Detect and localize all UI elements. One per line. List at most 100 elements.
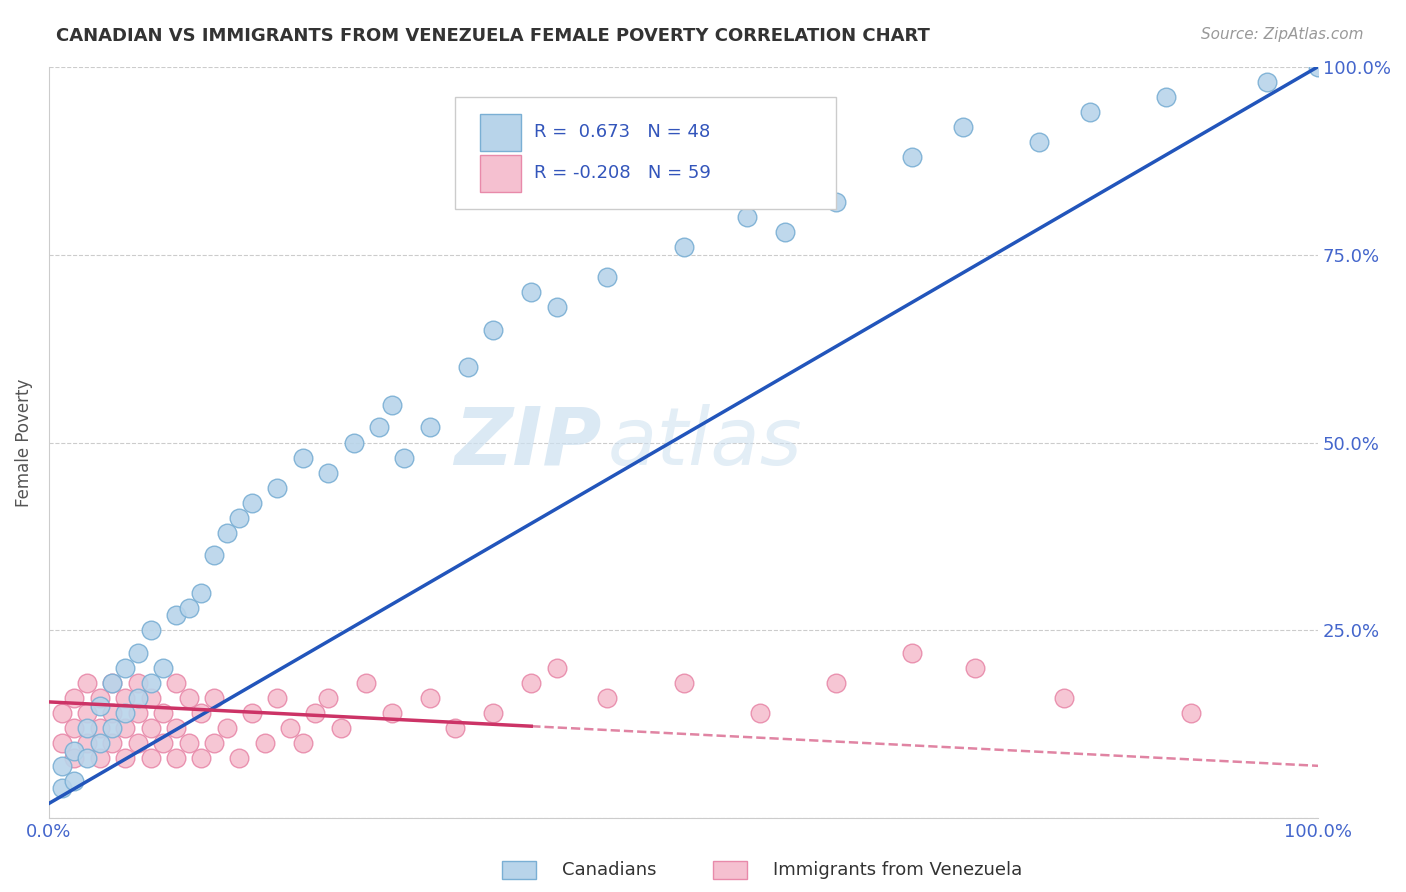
- FancyBboxPatch shape: [481, 114, 522, 151]
- Y-axis label: Female Poverty: Female Poverty: [15, 378, 32, 507]
- Text: CANADIAN VS IMMIGRANTS FROM VENEZUELA FEMALE POVERTY CORRELATION CHART: CANADIAN VS IMMIGRANTS FROM VENEZUELA FE…: [56, 27, 931, 45]
- FancyBboxPatch shape: [502, 861, 536, 879]
- Point: [139, 721, 162, 735]
- Point: [482, 323, 505, 337]
- Point: [1308, 60, 1330, 74]
- Point: [114, 706, 136, 721]
- Point: [202, 691, 225, 706]
- Point: [127, 646, 149, 660]
- Point: [546, 661, 568, 675]
- Point: [127, 691, 149, 706]
- Point: [177, 601, 200, 615]
- Point: [215, 721, 238, 735]
- Point: [381, 398, 404, 412]
- Point: [51, 759, 73, 773]
- Point: [215, 525, 238, 540]
- Point: [419, 691, 441, 706]
- Point: [824, 194, 846, 209]
- Point: [89, 751, 111, 765]
- Point: [596, 691, 619, 706]
- Point: [76, 736, 98, 750]
- Point: [190, 751, 212, 765]
- Point: [139, 691, 162, 706]
- Point: [773, 225, 796, 239]
- Text: Immigrants from Venezuela: Immigrants from Venezuela: [773, 861, 1022, 879]
- Point: [240, 706, 263, 721]
- Point: [114, 721, 136, 735]
- Point: [316, 466, 339, 480]
- Point: [139, 624, 162, 638]
- Point: [342, 435, 364, 450]
- Point: [596, 270, 619, 285]
- Point: [165, 676, 187, 690]
- Text: atlas: atlas: [607, 403, 803, 482]
- Point: [165, 721, 187, 735]
- Point: [152, 736, 174, 750]
- Point: [63, 721, 86, 735]
- Point: [202, 736, 225, 750]
- Point: [101, 736, 124, 750]
- Point: [165, 608, 187, 623]
- Point: [127, 706, 149, 721]
- Point: [152, 661, 174, 675]
- Point: [1053, 691, 1076, 706]
- Point: [101, 721, 124, 735]
- Point: [482, 706, 505, 721]
- Point: [101, 706, 124, 721]
- Point: [1180, 706, 1202, 721]
- Point: [228, 751, 250, 765]
- Point: [901, 646, 924, 660]
- Point: [316, 691, 339, 706]
- Point: [824, 676, 846, 690]
- Point: [101, 676, 124, 690]
- FancyBboxPatch shape: [456, 96, 835, 210]
- Text: ZIP: ZIP: [454, 403, 600, 482]
- Point: [735, 210, 758, 224]
- Point: [76, 721, 98, 735]
- Point: [101, 676, 124, 690]
- Point: [63, 691, 86, 706]
- Point: [139, 751, 162, 765]
- FancyBboxPatch shape: [481, 155, 522, 192]
- Point: [177, 691, 200, 706]
- Point: [89, 691, 111, 706]
- Point: [89, 736, 111, 750]
- Point: [546, 300, 568, 314]
- Point: [89, 698, 111, 713]
- Point: [748, 706, 770, 721]
- Point: [368, 420, 391, 434]
- Point: [901, 150, 924, 164]
- Point: [291, 450, 314, 465]
- Point: [240, 496, 263, 510]
- Point: [51, 781, 73, 796]
- FancyBboxPatch shape: [713, 861, 747, 879]
- Point: [177, 736, 200, 750]
- Point: [444, 721, 467, 735]
- Point: [165, 751, 187, 765]
- Point: [63, 744, 86, 758]
- Point: [457, 360, 479, 375]
- Text: Canadians: Canadians: [562, 861, 657, 879]
- Point: [51, 736, 73, 750]
- Point: [190, 706, 212, 721]
- Point: [291, 736, 314, 750]
- Point: [304, 706, 326, 721]
- Point: [114, 691, 136, 706]
- Text: Source: ZipAtlas.com: Source: ZipAtlas.com: [1201, 27, 1364, 42]
- Point: [672, 240, 695, 254]
- Text: R =  0.673   N = 48: R = 0.673 N = 48: [534, 123, 710, 141]
- Point: [1154, 89, 1177, 103]
- Point: [520, 676, 543, 690]
- Point: [394, 450, 416, 465]
- Point: [672, 676, 695, 690]
- Point: [152, 706, 174, 721]
- Point: [228, 510, 250, 524]
- Point: [76, 751, 98, 765]
- Point: [190, 586, 212, 600]
- Point: [952, 120, 974, 134]
- Point: [63, 773, 86, 788]
- Point: [329, 721, 352, 735]
- Point: [278, 721, 301, 735]
- Point: [1028, 135, 1050, 149]
- Text: R = -0.208   N = 59: R = -0.208 N = 59: [534, 164, 710, 182]
